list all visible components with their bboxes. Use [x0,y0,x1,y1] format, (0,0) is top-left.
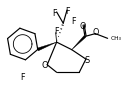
Polygon shape [72,36,86,50]
Text: F: F [71,17,76,26]
Text: O: O [42,61,49,70]
Polygon shape [37,42,57,51]
Text: F: F [66,7,70,16]
Text: S: S [84,56,89,65]
Text: O: O [80,22,86,31]
Text: CH₃: CH₃ [110,36,121,41]
Text: O: O [92,28,99,37]
Text: F: F [20,73,25,82]
Text: F: F [54,27,59,36]
Text: F: F [52,9,57,18]
